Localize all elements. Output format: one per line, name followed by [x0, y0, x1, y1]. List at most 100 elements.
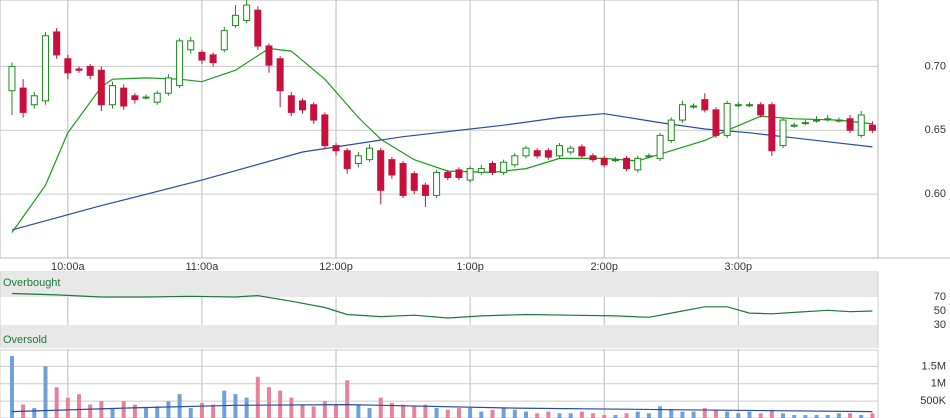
volume-bar: [311, 406, 316, 418]
volume-bar: [266, 387, 271, 418]
volume-bar: [166, 401, 171, 418]
volume-bar: [814, 415, 819, 418]
volume-bar: [401, 404, 406, 418]
x-tick-label: 11:00a: [186, 261, 220, 273]
x-tick-label: 12:00p: [319, 261, 353, 273]
y-tick-label: 70: [934, 291, 946, 303]
volume-bar: [121, 401, 126, 418]
volume-bar: [54, 387, 59, 418]
volume-bar: [367, 408, 372, 418]
candle-body: [567, 147, 575, 153]
candle-body: [488, 162, 496, 173]
line: [11, 403, 873, 413]
candle-body: [600, 157, 608, 166]
candle-body: [477, 168, 485, 173]
volume-bar: [88, 404, 93, 418]
volume-bar: [155, 406, 160, 418]
candle-body: [801, 122, 809, 125]
volume-bar: [691, 411, 696, 418]
oversold-band: [0, 325, 878, 347]
candle-body: [153, 92, 161, 103]
volume-bar: [825, 415, 830, 418]
price-panel: [0, 0, 879, 259]
candle-body: [533, 150, 541, 157]
volume-bar: [613, 415, 618, 418]
overbought-band: [0, 272, 878, 297]
candle-body: [511, 155, 519, 166]
candle-body: [41, 35, 49, 102]
y-tick-label: 50: [934, 305, 946, 317]
volume-bar: [334, 404, 339, 418]
volume-bar: [781, 413, 786, 418]
candle-body: [768, 104, 776, 152]
volume-bar: [635, 411, 640, 418]
candle-body: [444, 171, 452, 179]
volume-bar: [859, 415, 864, 418]
candle-body: [734, 104, 742, 107]
candle-body: [142, 96, 150, 99]
candle-body: [243, 4, 251, 21]
volume-bar: [322, 401, 327, 418]
band-label: Overbought: [3, 277, 60, 289]
volume-bar: [222, 390, 227, 418]
candle-body: [176, 40, 184, 87]
candle-body: [120, 87, 128, 107]
x-tick-label: 2:00p: [590, 261, 618, 273]
candle-body: [779, 119, 787, 147]
candle-body: [544, 150, 552, 158]
volume-bar: [848, 413, 853, 418]
volume-bar: [535, 413, 540, 418]
candle-body: [556, 145, 564, 157]
candle-body: [332, 145, 340, 152]
candle-body: [835, 119, 843, 122]
volume-bar: [289, 397, 294, 418]
volume-bar: [501, 408, 506, 418]
candle-body: [109, 85, 117, 106]
volume-bar: [669, 409, 674, 418]
volume-bar: [244, 397, 249, 418]
volume-bar: [356, 404, 361, 418]
volume-bar: [546, 411, 551, 418]
candle-body: [86, 65, 94, 76]
x-tick-label: 3:00p: [725, 261, 753, 273]
volume-bar: [389, 402, 394, 418]
volume-bar: [658, 406, 663, 418]
y-tick-label: 0.65: [925, 124, 946, 136]
candle-body: [321, 114, 329, 147]
volume-bar: [747, 411, 752, 418]
candle-body: [868, 124, 876, 131]
volume-bar: [836, 413, 841, 418]
volume-bar: [702, 408, 707, 418]
volume-bar: [378, 397, 383, 418]
volume-bar: [456, 408, 461, 418]
candle-body: [343, 150, 351, 170]
volume-bar: [557, 413, 562, 418]
volume-bar: [423, 404, 428, 418]
volume-bar: [680, 411, 685, 418]
volume-bar: [758, 413, 763, 418]
volume-bar: [188, 408, 193, 418]
volume-bar: [725, 411, 730, 418]
candle-body: [231, 14, 239, 27]
volume-bar: [602, 415, 607, 418]
volume-bar: [479, 411, 484, 418]
candle-body: [19, 87, 27, 113]
volume-bar: [713, 409, 718, 418]
candle-body: [131, 95, 139, 101]
candle-body: [310, 104, 318, 121]
x-tick-label: 10:00a: [51, 261, 86, 273]
candle-body: [645, 155, 653, 158]
candle-body: [712, 109, 720, 136]
candle-body: [466, 168, 474, 181]
candle-body: [198, 51, 206, 61]
y-tick-label: 500K: [920, 395, 946, 407]
volume-bar: [43, 366, 48, 418]
candle-body: [701, 99, 709, 111]
volume-bar: [255, 376, 260, 418]
volume-bar: [211, 404, 216, 418]
volume-bar: [278, 390, 283, 418]
volume-bar: [445, 409, 450, 418]
volume-bar: [870, 413, 875, 418]
candle-body: [433, 171, 441, 196]
